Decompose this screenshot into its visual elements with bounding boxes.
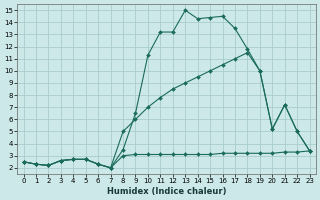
X-axis label: Humidex (Indice chaleur): Humidex (Indice chaleur) <box>107 187 226 196</box>
